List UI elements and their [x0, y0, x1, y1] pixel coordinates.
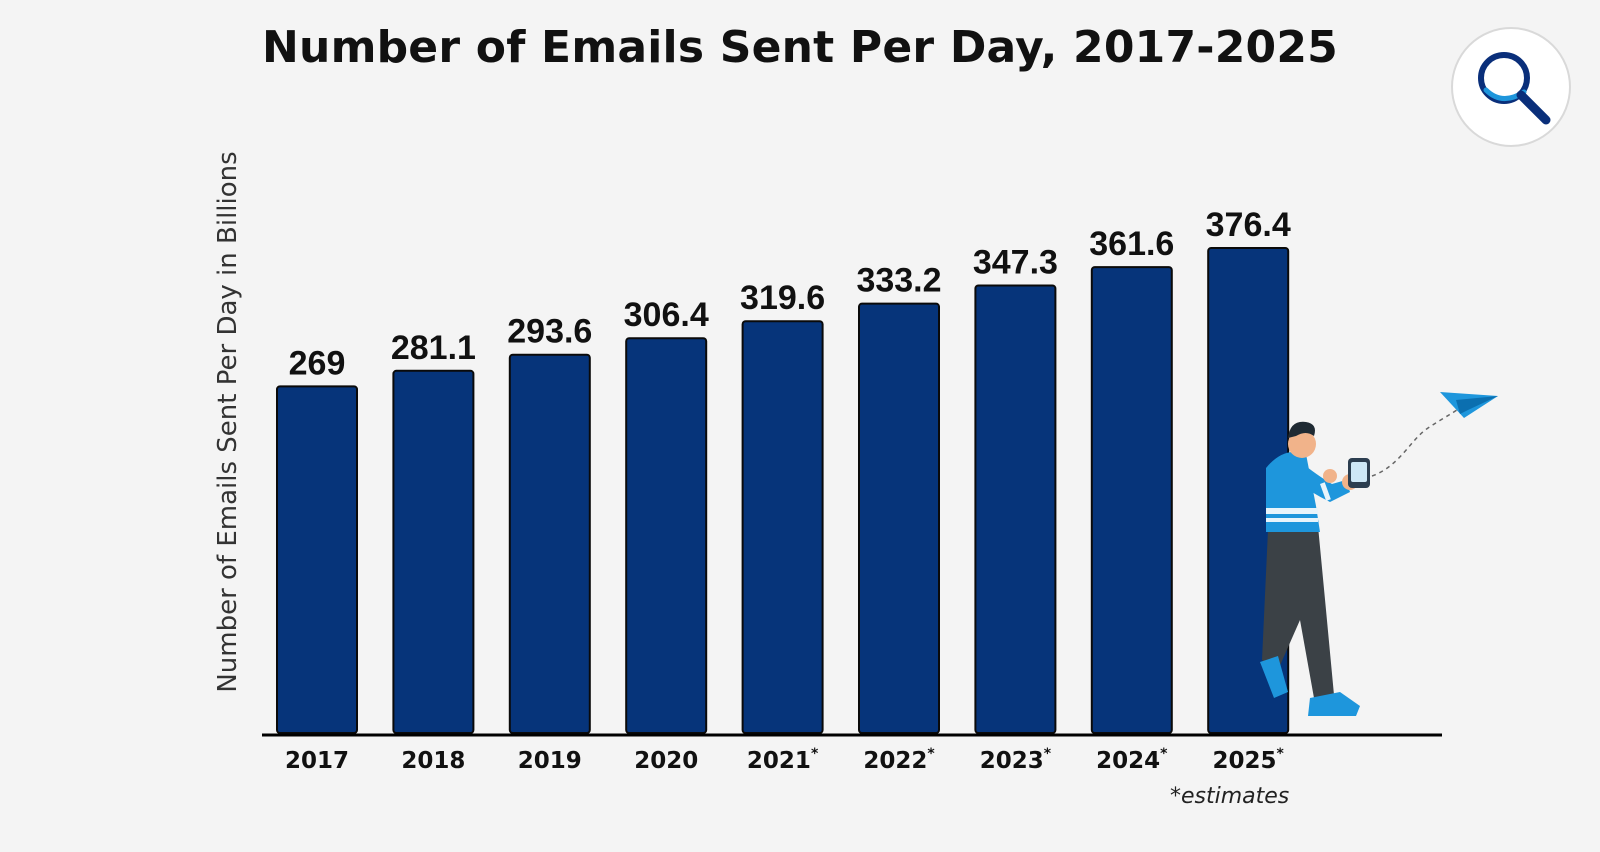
bar-2019 — [508, 353, 591, 734]
bar-2023 — [974, 284, 1057, 734]
value-label-2020: 306.4 — [624, 296, 709, 334]
bar-2022 — [858, 302, 940, 734]
x-tick-2018: 2018 — [401, 748, 465, 774]
value-label-2023: 347.3 — [973, 243, 1058, 281]
value-label-2021: 319.6 — [740, 279, 825, 317]
bar-2018 — [392, 369, 475, 734]
magnifier-icon — [1451, 27, 1571, 147]
bar-2021 — [741, 320, 824, 734]
x-tick-2022: 2022* — [863, 746, 935, 774]
value-label-2017: 269 — [289, 344, 346, 382]
bars-group — [276, 247, 1290, 734]
chart-title: Number of Emails Sent Per Day, 2017-2025 — [262, 22, 1338, 73]
bar-2024 — [1090, 266, 1173, 734]
bar-2020 — [625, 337, 708, 734]
person-illustration — [1260, 392, 1498, 716]
x-tick-labels-group: 2017 2018 2019 2020 2021* 2022* 2023* 2024* 2025… — [285, 746, 1285, 774]
paper-plane-icon — [1440, 392, 1498, 418]
x-tick-2020: 2020 — [634, 748, 698, 774]
bar-2017 — [276, 385, 358, 734]
value-labels-group: 269 281.1 293.6 306.4 319.6 333.2 347.3 361.6 37… — [289, 206, 1291, 382]
x-tick-2021: 2021* — [747, 746, 819, 774]
value-label-2025: 376.4 — [1206, 206, 1291, 244]
value-label-2024: 361.6 — [1089, 225, 1174, 263]
footnote: *estimates — [1170, 784, 1290, 809]
x-tick-2019: 2019 — [518, 748, 582, 774]
x-tick-2025: 2025* — [1213, 746, 1285, 774]
x-tick-2024: 2024* — [1096, 746, 1168, 774]
value-label-2022: 333.2 — [856, 262, 941, 300]
value-label-2018: 281.1 — [391, 329, 476, 367]
value-label-2019: 293.6 — [507, 313, 592, 351]
x-tick-2023: 2023* — [980, 746, 1052, 774]
x-tick-2017: 2017 — [285, 748, 349, 774]
